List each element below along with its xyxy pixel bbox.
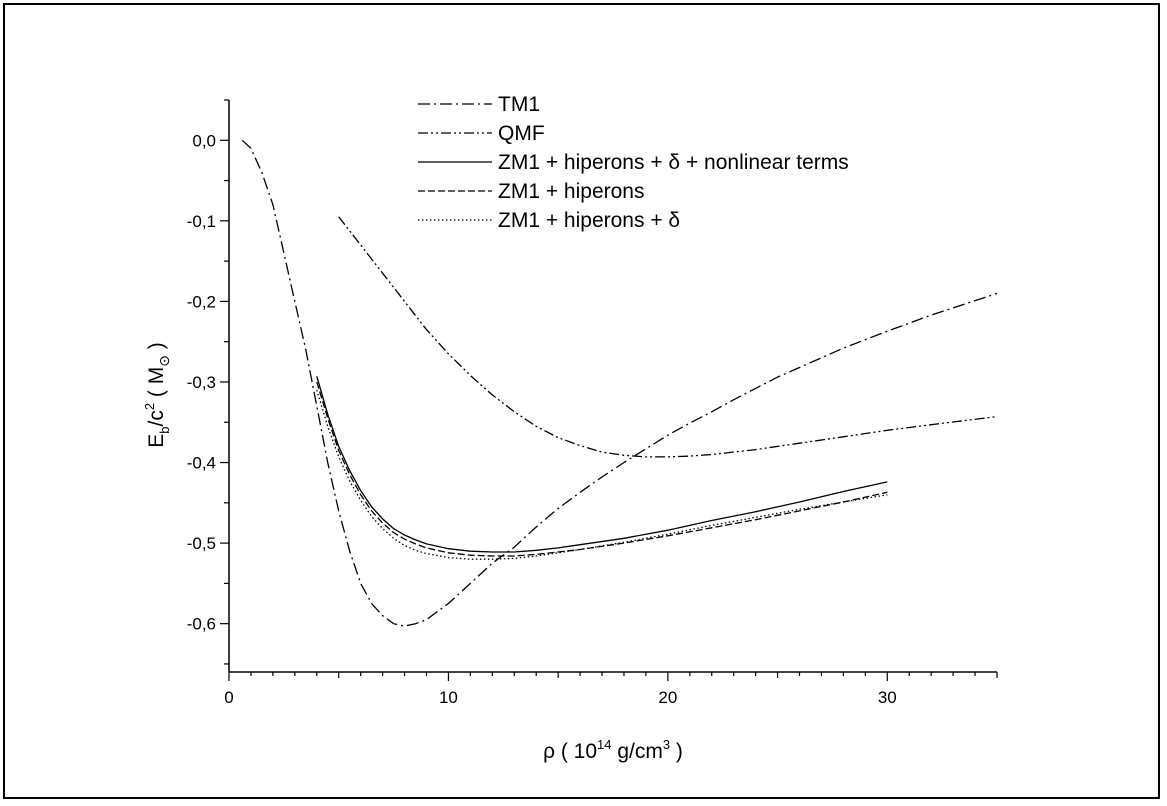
series-group	[241, 139, 998, 627]
x-ticks: 0 10 20 30	[224, 672, 998, 707]
legend-label: ZM1 + hiperons + δ + nonlinear terms	[498, 151, 849, 174]
y-tick-label: 0,0	[192, 131, 216, 150]
x-tick-label: 0	[224, 688, 233, 707]
y-tick-label: -0,5	[187, 534, 216, 553]
x-tick-label: 30	[878, 688, 897, 707]
series-line	[316, 381, 888, 557]
y-tick-label: -0,1	[187, 212, 216, 231]
series-line	[338, 216, 998, 458]
y-axis-title: Eb/c2 ( M⊙ )	[142, 342, 172, 448]
x-tick-label: 10	[439, 688, 458, 707]
x-axis-title: ρ ( 1014 g/cm3 )	[543, 737, 683, 763]
plot-area: 0 10 20 30 0,0 -0,1 -0,2 -0,3 -0,4 -0,5 -0,6	[187, 99, 998, 707]
series-line	[316, 376, 888, 553]
legend-label: TM1	[498, 93, 540, 116]
y-tick-label: -0,3	[187, 373, 216, 392]
legend-label: ZM1 + hiperons + δ	[498, 209, 680, 232]
series-line	[241, 139, 998, 627]
y-tick-label: -0,2	[187, 292, 216, 311]
x-tick-label: 20	[658, 688, 677, 707]
y-ticks: 0,0 -0,1 -0,2 -0,3 -0,4 -0,5 -0,6	[187, 99, 229, 665]
legend: TM1 QMF ZM1 + hiperons + δ + nonlinear ter…	[418, 93, 849, 232]
chart-frame	[3, 3, 1160, 799]
legend-label: QMF	[498, 122, 545, 145]
y-tick-label: -0,6	[187, 615, 216, 634]
legend-label: ZM1 + hiperons	[498, 180, 645, 203]
y-tick-label: -0,4	[187, 454, 216, 473]
